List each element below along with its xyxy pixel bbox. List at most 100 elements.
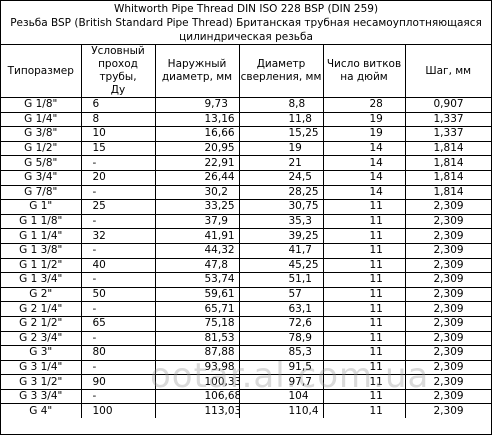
table-cell: 97,7 (238, 374, 324, 390)
table-cell: 24,5 (238, 169, 324, 186)
table-cell: - (80, 301, 156, 317)
table-cell: 6 (80, 97, 156, 113)
table-cell: G 1 1/2" (1, 257, 82, 274)
table-cell: 41,91 (154, 228, 240, 244)
table-cell: G 2 1/2" (1, 315, 82, 332)
table-row: G 3 1/4" -93,98 91,5 11 2,309 (1, 359, 491, 376)
table-row: G 1/2" 15 20,95 19 14 1,814 (1, 140, 491, 157)
table-cell: G 1 3/4" (1, 272, 82, 288)
table-cell: G 3/4" (1, 169, 82, 186)
table-cell: 19 (322, 126, 406, 142)
table-cell: 11 (322, 315, 406, 332)
table-cell: 11 (322, 330, 406, 347)
table-cell: 2,309 (404, 199, 491, 215)
table-cell: 11 (322, 242, 406, 259)
table-cell: 11 (322, 345, 406, 361)
table-cell: 11 (322, 374, 406, 390)
table-cell: G 1/4" (1, 111, 82, 128)
table-cell: G 1 1/8" (1, 213, 82, 230)
table-cell: 2,309 (404, 242, 491, 259)
table-cell: 15,25 (238, 126, 324, 142)
table-row: G 1 1/2" 40 47,8 45,25 11 2,309 (1, 257, 491, 274)
table-row: G 3 1/2" 90 100,33 97,7 11 2,309 (1, 374, 491, 390)
table-row: G 1 1/4" 32 41,91 39,25 11 2,309 (1, 228, 491, 244)
table-cell: G 1" (1, 199, 82, 215)
table-cell: 47,8 (154, 257, 240, 274)
table-row: G 3/8" 10 16,66 15,25 19 1,337 (1, 126, 491, 142)
table-cell: 2,309 (404, 272, 491, 288)
table-cell: G 3 3/4" (1, 388, 82, 405)
table-cell: G 3/8" (1, 126, 82, 142)
table-cell: G 1/2" (1, 140, 82, 157)
table-row: G 2 1/4" -65,71 63,1 11 2,309 (1, 301, 491, 317)
table-cell: G 2 1/4" (1, 301, 82, 317)
table-cell: - (80, 388, 156, 405)
table-cell: 30,75 (238, 199, 324, 215)
table-cell: 11 (322, 286, 406, 303)
table-cell: 30,2 (154, 184, 240, 201)
table-cell: 93,98 (154, 359, 240, 376)
table-row: G 3 3/4" -106,68 104 11 2,309 (1, 388, 491, 405)
column-header: Условный проход трубы, Ду (80, 45, 156, 98)
title-line-2: Резьба BSP (British Standard Pipe Thread… (10, 17, 482, 29)
table-cell: 104 (238, 388, 324, 405)
table-cell: 11,8 (238, 111, 324, 128)
table-cell: 1,814 (404, 169, 491, 186)
table-cell: 2,309 (404, 213, 491, 230)
table-cell: 1,814 (404, 140, 491, 157)
table-cell: 113,03 (154, 403, 240, 419)
table-row: G 1/8" 6 9,73 8,8 28 0,907 (1, 97, 491, 113)
table-cell: 2,309 (404, 403, 491, 419)
table-cell: 2,309 (404, 228, 491, 244)
table-cell: 15 (80, 140, 156, 157)
table-cell: 33,25 (154, 199, 240, 215)
table-cell: 11 (322, 228, 406, 244)
table-cell: 35,3 (238, 213, 324, 230)
table-cell: 72,6 (238, 315, 324, 332)
table-cell: G 2 3/4" (1, 330, 82, 347)
table-cell: 13,16 (154, 111, 240, 128)
table-row: G 3/4" 20 26,44 24,5 14 1,814 (1, 169, 491, 186)
table-cell: G 3" (1, 345, 82, 361)
table-cell: 25 (80, 199, 156, 215)
table-cell: - (80, 359, 156, 376)
table-row: G 2" 50 59,61 57 11 2,309 (1, 286, 491, 303)
table-cell: 81,53 (154, 330, 240, 347)
table-cell: 11 (322, 199, 406, 215)
table-row: G 2 3/4" -81,53 78,9 11 2,309 (1, 330, 491, 347)
table-cell: 2,309 (404, 301, 491, 317)
title-line-1: Whitworth Pipe Thread DIN ISO 228 BSP (D… (113, 3, 379, 15)
table-cell: 91,5 (238, 359, 324, 376)
table-cell: 11 (322, 272, 406, 288)
table-cell: G 2" (1, 286, 82, 303)
table-cell: 41,7 (238, 242, 324, 259)
table-cell: - (80, 242, 156, 259)
table-cell: 11 (322, 213, 406, 230)
table-row: G 7/8" -30,2 28,25 14 1,814 (1, 184, 491, 201)
table-cell: 39,25 (238, 228, 324, 244)
table-cell: 11 (322, 403, 406, 419)
table-cell: 16,66 (154, 126, 240, 142)
table-cell: 20,95 (154, 140, 240, 157)
table-cell: 11 (322, 301, 406, 317)
table-cell: 59,61 (154, 286, 240, 303)
table-cell: 51,1 (238, 272, 324, 288)
table-cell: 1,814 (404, 155, 491, 171)
table-cell: G 5/8" (1, 155, 82, 171)
column-header: Наружный диаметр, мм (154, 45, 240, 98)
table-cell: 11 (322, 359, 406, 376)
table-cell: 90 (80, 374, 156, 390)
table-cell: 22,91 (154, 155, 240, 171)
table-cell: 110,4 (238, 403, 324, 419)
table-cell: 2,309 (404, 345, 491, 361)
table-cell: 78,9 (238, 330, 324, 347)
table-cell: 28 (322, 97, 406, 113)
table-cell: 45,25 (238, 257, 324, 274)
table-cell: - (80, 184, 156, 201)
table-row: G 3" 80 87,88 85,3 11 2,309 (1, 345, 491, 361)
table-cell: 28,25 (238, 184, 324, 201)
table-cell: 106,68 (154, 388, 240, 405)
table-cell: 1,814 (404, 184, 491, 201)
table-cell: 14 (322, 155, 406, 171)
table-cell: 11 (322, 388, 406, 405)
